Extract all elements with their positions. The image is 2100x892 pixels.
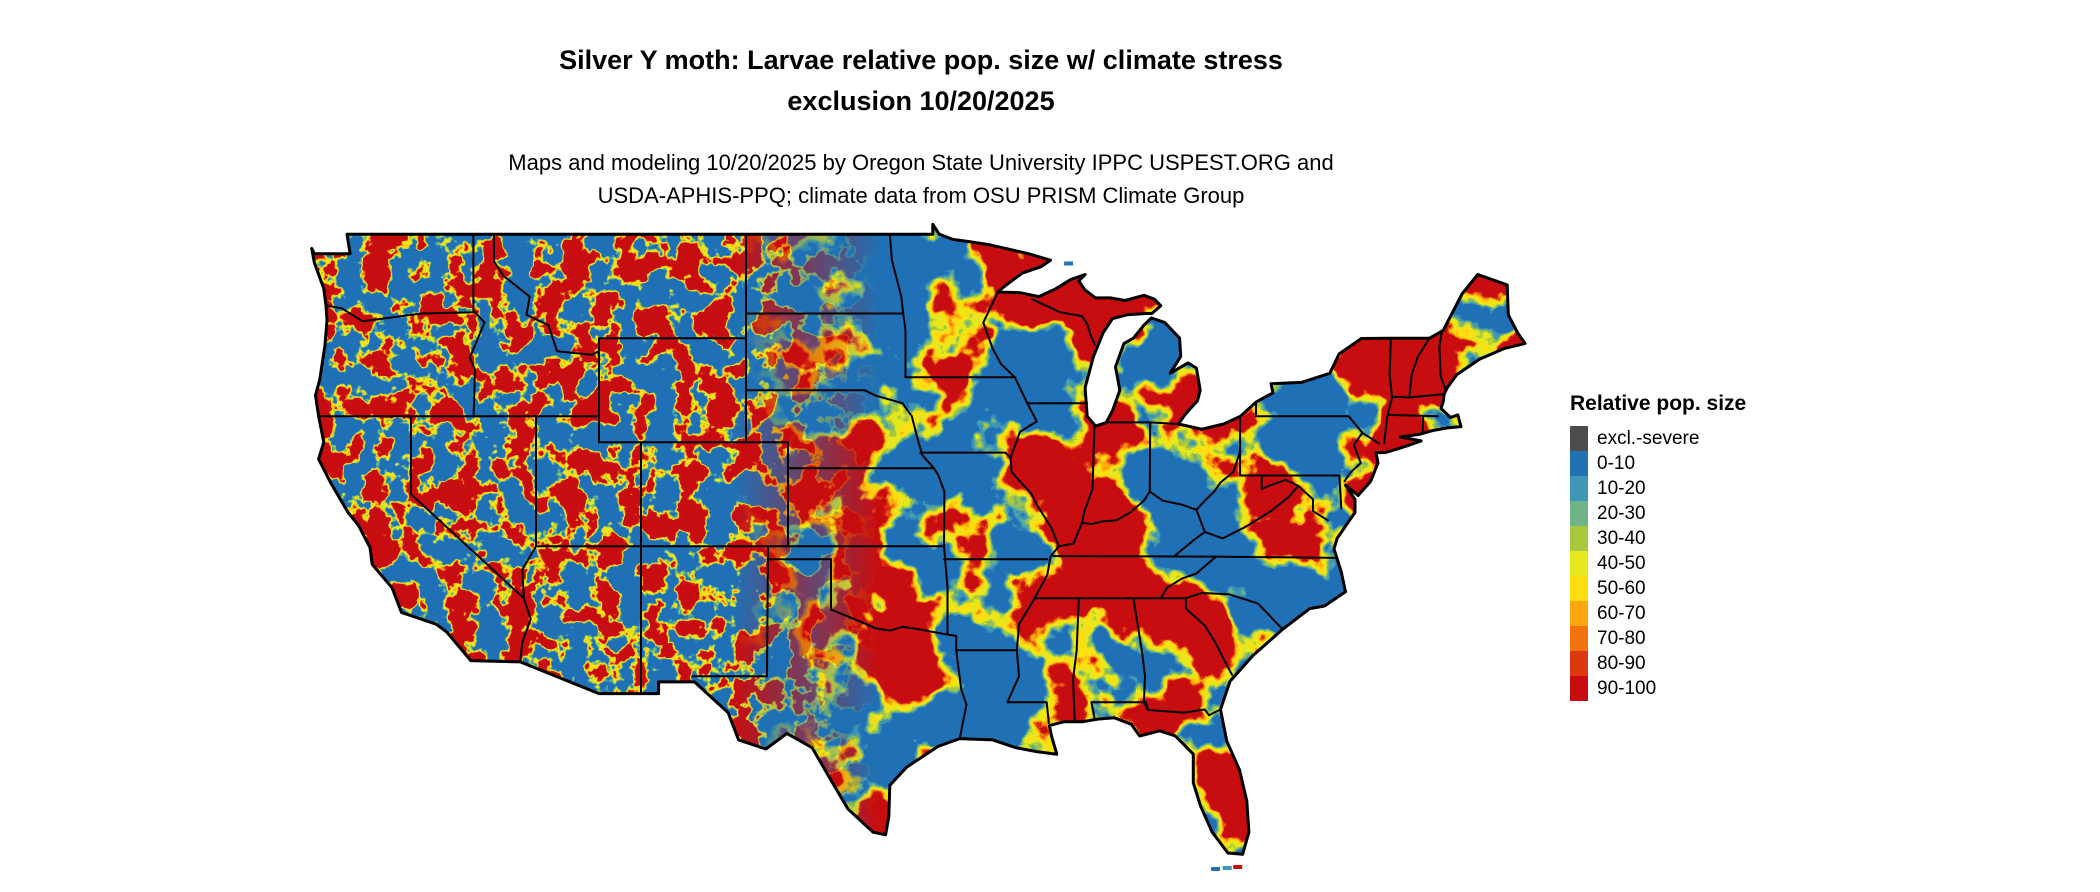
island-speck (1233, 865, 1243, 869)
legend-swatch (1570, 526, 1588, 551)
subtitle-line1: Maps and modeling 10/20/2025 by Oregon S… (508, 150, 1334, 175)
page-title: Silver Y moth: Larvae relative pop. size… (0, 40, 1842, 122)
legend-item: 90-100 (1570, 676, 1746, 701)
legend-item: 40-50 (1570, 551, 1746, 576)
legend-label: 80-90 (1597, 652, 1646, 674)
legend-swatch (1570, 601, 1588, 626)
legend-label: 30-40 (1597, 527, 1646, 549)
legend-label: 10-20 (1597, 477, 1646, 499)
legend-item: excl.-severe (1570, 426, 1746, 451)
us-choropleth-map (306, 222, 1527, 875)
legend-label: 90-100 (1597, 677, 1657, 699)
subtitle: Maps and modeling 10/20/2025 by Oregon S… (0, 146, 1842, 212)
island-speck (1222, 866, 1232, 870)
legend-item: 20-30 (1570, 501, 1746, 526)
legend-item: 30-40 (1570, 526, 1746, 551)
legend-label: 20-30 (1597, 502, 1646, 524)
legend: Relative pop. size excl.-severe 0-10 10-20… (1570, 392, 1746, 701)
legend-swatch (1570, 551, 1588, 576)
island-speck (1211, 867, 1221, 871)
subtitle-line2: USDA-APHIS-PPQ; climate data from OSU PR… (597, 183, 1245, 208)
population-raster (311, 224, 1526, 855)
legend-label: 50-60 (1597, 577, 1646, 599)
us-outline (310, 222, 1527, 856)
us-map-svg (310, 222, 1527, 871)
legend-title: Relative pop. size (1570, 392, 1747, 415)
legend-label: 70-80 (1597, 627, 1646, 649)
legend-items: excl.-severe 0-10 10-20 20-30 30-40 40-50 50-6… (1570, 426, 1746, 701)
legend-item: 10-20 (1570, 476, 1746, 501)
legend-item: 80-90 (1570, 651, 1746, 676)
legend-label: excl.-severe (1597, 427, 1700, 449)
legend-swatch (1570, 576, 1588, 601)
legend-item: 50-60 (1570, 576, 1746, 601)
legend-item: 60-70 (1570, 601, 1746, 626)
legend-item: 70-80 (1570, 626, 1746, 651)
legend-swatch (1570, 676, 1588, 701)
legend-swatch (1570, 476, 1588, 501)
legend-item: 0-10 (1570, 451, 1746, 476)
legend-swatch (1570, 651, 1588, 676)
legend-swatch (1570, 451, 1588, 476)
state-borders (317, 233, 1447, 740)
legend-swatch (1570, 626, 1588, 651)
legend-label: 40-50 (1597, 552, 1646, 574)
legend-label: 60-70 (1597, 602, 1646, 624)
legend-swatch (1570, 501, 1588, 526)
page-title-line2: exclusion 10/20/2025 (787, 86, 1055, 117)
island-speck (1064, 261, 1074, 266)
legend-label: 0-10 (1597, 452, 1636, 474)
legend-swatch (1570, 426, 1588, 451)
page-title-line1: Silver Y moth: Larvae relative pop. size… (559, 45, 1283, 76)
